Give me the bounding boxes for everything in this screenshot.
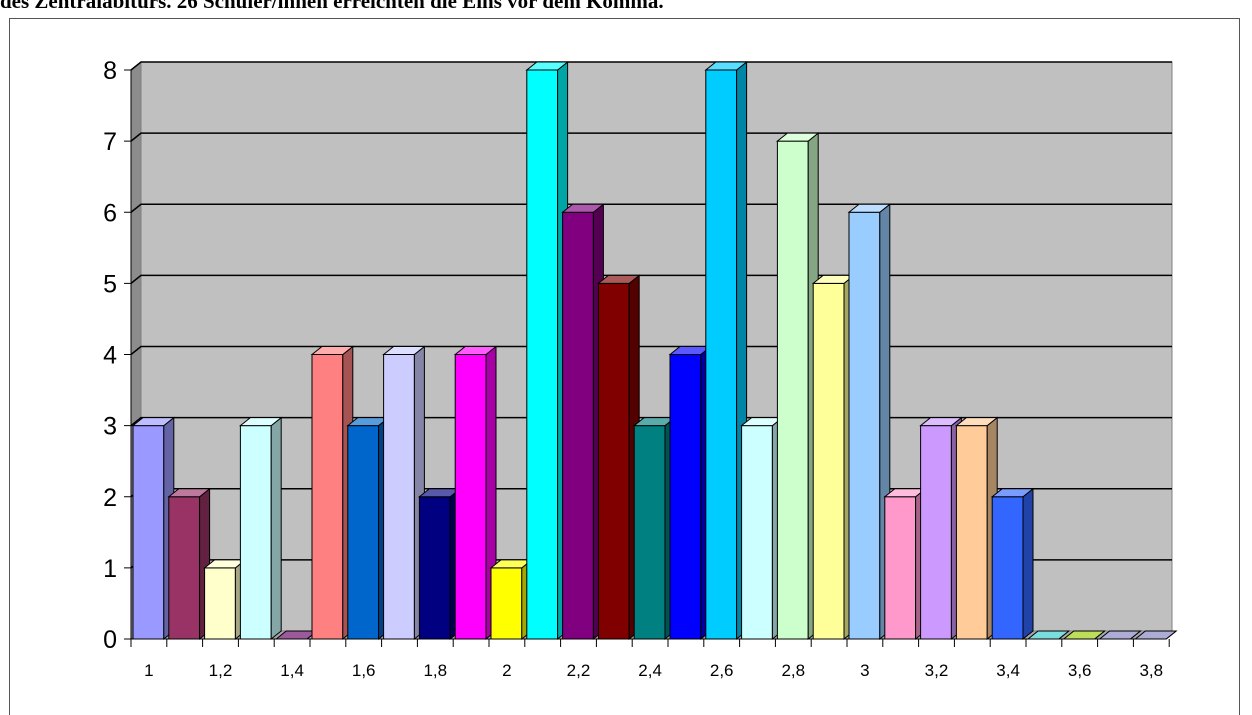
y-tick-label: 1 xyxy=(103,555,117,583)
x-tick-label: 3,2 xyxy=(925,661,949,680)
bar xyxy=(596,274,641,641)
bar-front xyxy=(776,140,809,640)
bar-front xyxy=(741,425,773,640)
bar-top xyxy=(382,346,426,355)
bar-top xyxy=(775,132,820,142)
bar xyxy=(238,416,283,641)
bar xyxy=(704,60,749,641)
x-tick-label: 3,8 xyxy=(1139,661,1163,680)
bar-top xyxy=(131,417,176,427)
bar-front xyxy=(418,496,451,640)
bar-top xyxy=(310,346,355,355)
bar-top xyxy=(167,488,212,498)
y-tick-label: 3 xyxy=(103,413,117,441)
bar-side xyxy=(1022,487,1034,641)
bar-front xyxy=(132,425,165,640)
bar-front xyxy=(383,354,415,640)
x-tick-label: 1 xyxy=(144,661,153,680)
y-tick-label: 5 xyxy=(103,270,117,298)
bar xyxy=(811,274,856,641)
bar-front xyxy=(168,496,201,640)
bar xyxy=(740,416,784,641)
bar xyxy=(310,345,355,641)
bar-front xyxy=(239,425,272,640)
bar xyxy=(131,416,176,641)
bar xyxy=(167,487,212,641)
x-tick-label: 1,4 xyxy=(280,661,304,680)
bar xyxy=(990,487,1035,641)
bar-top xyxy=(704,61,749,71)
bar-front xyxy=(633,425,666,640)
bar-front xyxy=(884,496,917,640)
y-tick-label: 7 xyxy=(103,128,117,156)
gridline xyxy=(130,203,1172,213)
x-axis-ticks: 1 1,2 1,4 1,6 1,8 2 2,2 2,4 2,6 2,8 3 3,2 3,4 3,6 3,8 xyxy=(130,638,1170,680)
bar-front xyxy=(955,425,988,640)
x-tick-label: 2,2 xyxy=(567,661,591,680)
bar xyxy=(203,558,247,641)
x-tick-label: 2,8 xyxy=(781,661,805,680)
bar-side xyxy=(270,416,282,641)
x-tick-label: 3,6 xyxy=(1068,661,1092,680)
bar xyxy=(346,416,391,641)
bar xyxy=(632,416,677,641)
bar xyxy=(525,60,570,641)
chart-caption: des Zentralabiturs. 26 Schüler/innen err… xyxy=(0,0,664,13)
bar xyxy=(417,487,462,641)
x-tick-label: 3,4 xyxy=(996,661,1020,680)
x-tick-label: 3 xyxy=(860,661,869,680)
bar xyxy=(847,203,892,641)
bar-front xyxy=(991,496,1024,640)
x-tick-label: 2,4 xyxy=(638,661,662,680)
bar-front xyxy=(669,354,702,640)
bar-front xyxy=(311,354,344,640)
bar xyxy=(668,345,713,641)
gridline xyxy=(130,61,1172,71)
chart-frame xyxy=(9,18,1240,715)
bar-top xyxy=(238,417,283,427)
bar-top xyxy=(596,274,641,284)
y-tick-label: 4 xyxy=(103,342,117,370)
bar-top xyxy=(847,203,892,213)
bar-front xyxy=(347,425,380,640)
bar-front xyxy=(705,69,738,640)
y-axis-ticks: 0 1 2 3 4 5 6 7 8 xyxy=(103,57,132,654)
bars xyxy=(131,60,1178,641)
bar-front xyxy=(490,567,523,640)
bar-front xyxy=(204,567,236,640)
x-tick-label: 2,6 xyxy=(710,661,734,680)
y-tick-label: 6 xyxy=(103,199,117,227)
bar xyxy=(883,487,928,641)
bar xyxy=(489,558,534,641)
bar-front xyxy=(454,354,487,640)
bar-top xyxy=(919,417,963,427)
x-tick-label: 1,8 xyxy=(423,661,447,680)
bar-front xyxy=(848,211,881,640)
x-tick-label: 2 xyxy=(502,661,511,680)
bar-front xyxy=(562,211,594,640)
bar-top xyxy=(561,203,605,213)
bar xyxy=(382,345,426,641)
bar-top xyxy=(990,488,1035,498)
bar xyxy=(561,203,605,641)
bar-top xyxy=(453,346,498,355)
bar-front xyxy=(920,425,952,640)
bar-front xyxy=(526,69,559,640)
x-tick-label: 1,2 xyxy=(209,661,233,680)
y-tick-label: 8 xyxy=(103,57,117,85)
gridline xyxy=(130,132,1172,142)
y-tick-label: 0 xyxy=(103,626,117,654)
bar-front xyxy=(812,282,845,640)
bar xyxy=(954,416,999,641)
bar-front xyxy=(597,282,630,640)
bar xyxy=(453,345,498,641)
x-tick-label: 1,6 xyxy=(352,661,376,680)
bar-top xyxy=(525,61,570,71)
bar xyxy=(775,132,820,641)
bar-top xyxy=(954,417,999,427)
y-tick-label: 2 xyxy=(103,484,117,512)
bar xyxy=(919,416,963,641)
